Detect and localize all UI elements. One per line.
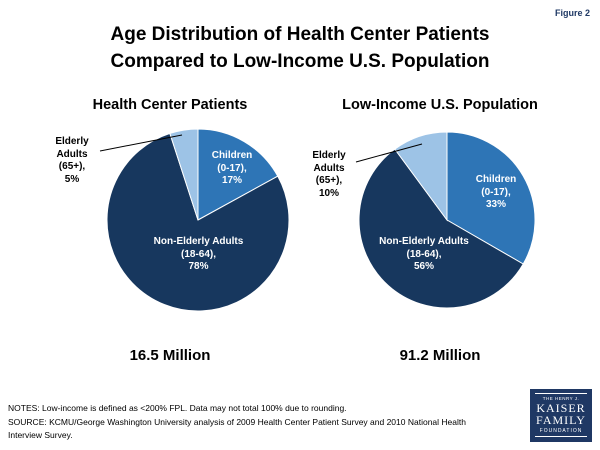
- left-elderly-slice-label: Elderly Adults (65+), 5%: [55, 136, 89, 185]
- pie-chart-health-center: [106, 128, 290, 312]
- right-total-label: 91.2 Million: [399, 347, 481, 364]
- notes-source-text: NOTES: Low-income is defined as <200% FP…: [8, 403, 466, 440]
- left-total-label: 16.5 Million: [129, 347, 211, 364]
- logo-line-3: FAMILY: [536, 413, 586, 428]
- logo-line-2: KAISER: [536, 400, 586, 415]
- pie-slice-0: [446, 131, 536, 265]
- right-chart-title: Low-Income U.S. Population: [342, 97, 538, 113]
- logo-line-1: THE HENRY J.: [535, 392, 587, 401]
- pie-slice-1: [358, 148, 524, 309]
- pie-chart-low-income: [358, 131, 536, 309]
- right-elderly-slice-label: Elderly Adults (65+), 10%: [312, 150, 346, 199]
- left-chart-title: Health Center Patients: [92, 97, 248, 113]
- pie-slice-1: [106, 132, 290, 312]
- logo-line-4: FOUNDATION: [535, 428, 587, 437]
- pie-slice-0: [197, 128, 279, 221]
- pie-slice-2: [169, 128, 199, 221]
- page-title: Age Distribution of Health Center Patien…: [110, 24, 490, 72]
- figure-number-label: Figure 2: [554, 8, 590, 18]
- kaiser-family-foundation-logo: THE HENRY J. KAISER FAMILY FOUNDATION: [530, 388, 592, 442]
